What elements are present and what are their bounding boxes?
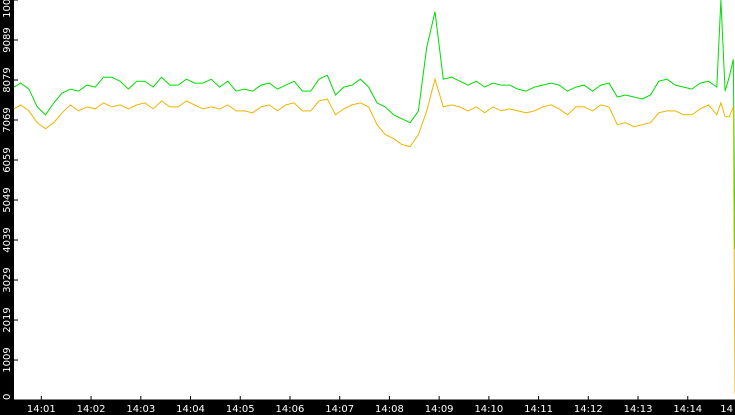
x-axis: 14:01 14:02 14:03 14:04 14:05 14:06 14:07 14:08… (27, 396, 733, 415)
x-tick-label: 14:04 (176, 404, 205, 415)
x-tick-label: 14:08 (375, 404, 404, 415)
x-tick-label: 14:05 (226, 404, 255, 415)
x-tick-label: 14:02 (77, 404, 106, 415)
x-tick-label: 14:10 (474, 404, 503, 415)
y-tick-label: 0 (2, 394, 13, 400)
y-tick-label: 3029 (2, 267, 13, 292)
series-line-1 (13, 0, 735, 250)
x-tick-label: 14:09 (425, 404, 454, 415)
x-tick-label: 14:11 (524, 404, 553, 415)
x-tick-label: 14:13 (624, 404, 653, 415)
y-tick-label: 8079 (2, 67, 13, 92)
y-tick-label: 9089 (2, 27, 13, 52)
y-tick-label: 10099 (2, 0, 13, 18)
y-tick-label: 4039 (2, 227, 13, 252)
y-tick-label: 5049 (2, 187, 13, 212)
series-line-2 (13, 77, 735, 395)
plot-area (14, 0, 735, 400)
y-tick-label: 1009 (2, 347, 13, 372)
y-tick-label: 7069 (2, 107, 13, 132)
x-tick-label: 14:07 (325, 404, 354, 415)
x-tick-label: 14:06 (276, 404, 305, 415)
x-tick-label: 14:03 (126, 404, 155, 415)
y-tick-label: 2019 (2, 307, 13, 332)
y-tick-label: 6059 (2, 147, 13, 172)
x-tick-label: 14:12 (574, 404, 603, 415)
x-tick-label: 14:14 (673, 404, 702, 415)
x-tick-label: 14 (720, 404, 733, 415)
y-axis: 0 1009 2019 3029 4039 5049 6059 7069 8079 9089 100… (2, 0, 18, 401)
x-tick-label: 14:01 (27, 404, 56, 415)
series-group (13, 0, 735, 395)
